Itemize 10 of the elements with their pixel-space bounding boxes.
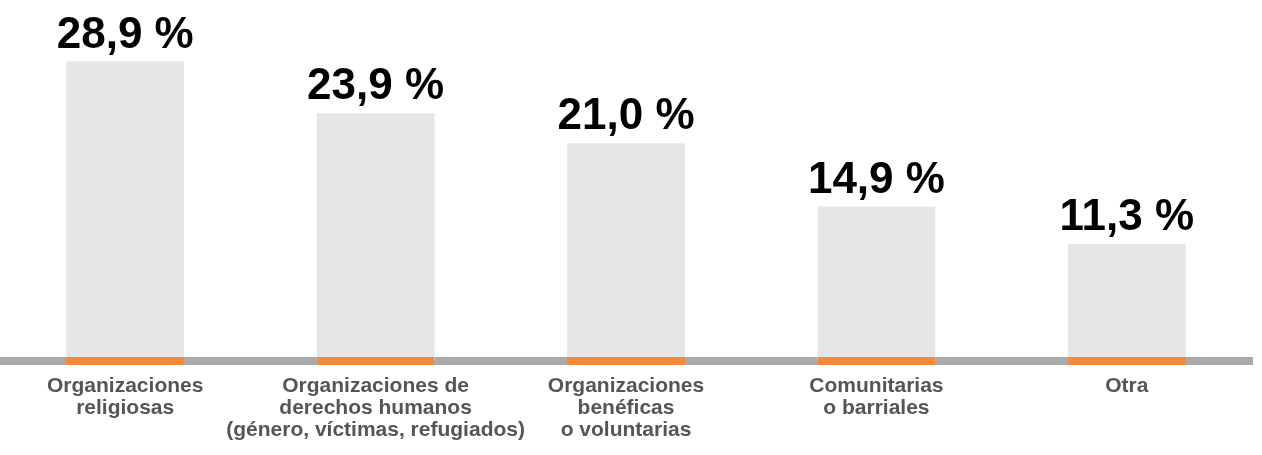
data-label: 21,0 % [557,89,695,139]
data-label: 28,9 % [56,7,194,57]
x-tick-label: Organizaciones benéficas o voluntarias [547,372,705,440]
x-tick-label: Organizaciones de derechos humanos (género, víctimas, refugiados) [226,372,525,440]
x-tick-label: Comunitarias o barriales [809,372,944,418]
data-label: 11,3 % [1059,189,1195,239]
data-label: 14,9 % [807,152,945,202]
x-tick-label: Organizaciones religiosas [47,372,204,418]
data-label: 23,9 % [307,59,445,109]
x-tick-label: Otra [1105,372,1149,396]
